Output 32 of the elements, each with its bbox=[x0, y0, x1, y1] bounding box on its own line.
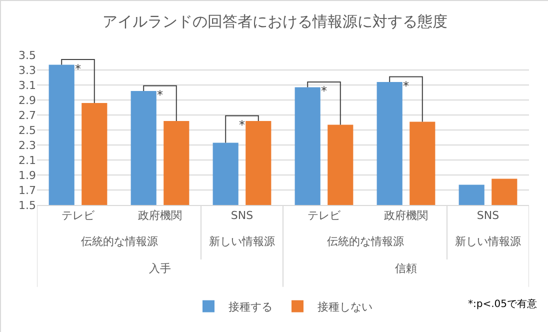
annotation: * bbox=[157, 88, 163, 102]
annotation: * bbox=[239, 118, 245, 132]
y-tick-label: 2.9 bbox=[18, 94, 36, 107]
text: 伝統的な情報源 bbox=[327, 235, 404, 248]
y-tick-label: 3.5 bbox=[18, 48, 36, 62]
legend-label: 接種する bbox=[228, 300, 272, 314]
y-tick-label: 3.3 bbox=[18, 64, 36, 77]
chart-title: アイルランドの回答者における情報源に対する態度 bbox=[102, 12, 448, 30]
y-tick-label: 2.7 bbox=[18, 108, 36, 122]
y-tick-label: 1.9 bbox=[18, 168, 36, 182]
y-tick-label: 2.5 bbox=[18, 124, 36, 137]
x-tick-label: SNS bbox=[476, 209, 500, 222]
text: 入手 bbox=[149, 262, 171, 275]
text: 信頼 bbox=[395, 262, 417, 275]
text: 新しい情報源 bbox=[455, 235, 521, 248]
y-tick-label: 2.1 bbox=[18, 154, 36, 167]
text: 伝統的な情報源 bbox=[81, 235, 158, 248]
legend-label: 接種しない bbox=[318, 300, 372, 314]
y-tick-label: 1.7 bbox=[18, 184, 36, 197]
y-tick-label: 3.1 bbox=[18, 78, 36, 92]
annotation: * bbox=[321, 84, 327, 98]
text: 新しい情報源 bbox=[209, 235, 275, 248]
x-tick-label: テレビ bbox=[62, 209, 96, 222]
annotation: * bbox=[75, 62, 81, 76]
y-tick-label: 2.3 bbox=[18, 138, 36, 152]
text: *:p<.05で有意 bbox=[468, 298, 537, 310]
y-tick-label: 1.5 bbox=[18, 198, 36, 212]
annotation: * bbox=[403, 79, 409, 93]
x-tick-label: テレビ bbox=[308, 209, 342, 222]
x-tick-label: 政府機関 bbox=[138, 209, 182, 222]
x-tick-label: SNS bbox=[230, 209, 254, 222]
x-tick-label: 政府機関 bbox=[384, 209, 428, 222]
